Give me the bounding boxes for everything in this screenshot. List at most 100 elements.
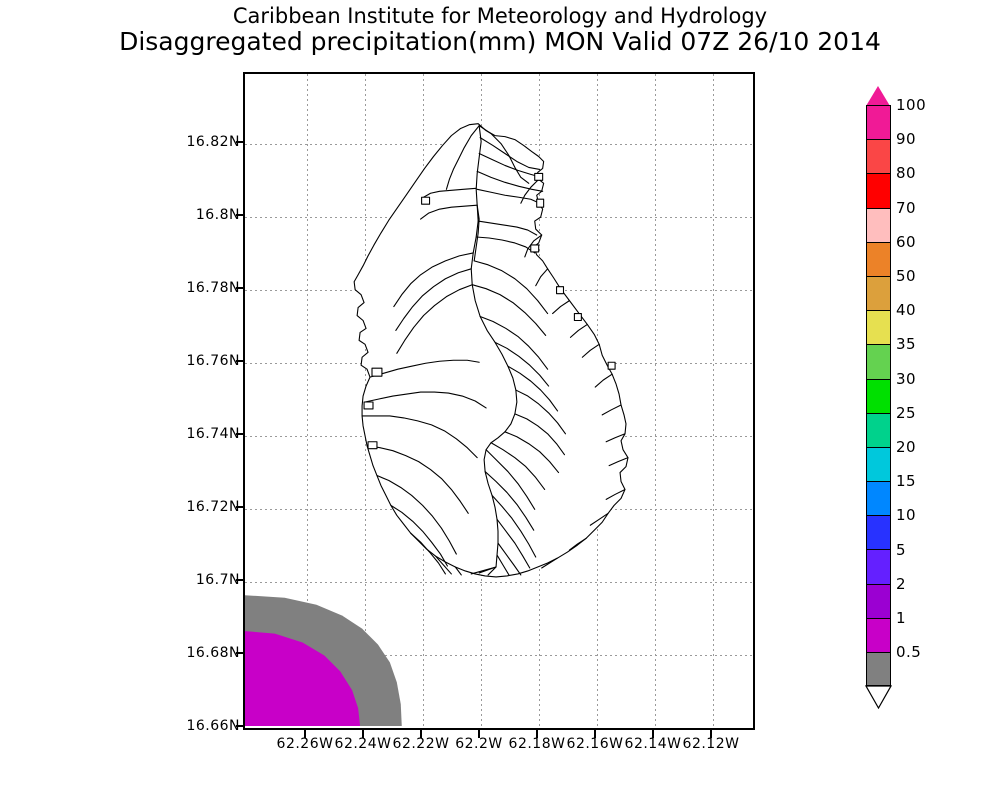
map-marker-box: [556, 286, 565, 295]
watershed-boundary: [361, 415, 478, 459]
watershed-boundary: [410, 532, 446, 575]
map-marker-box: [367, 441, 378, 450]
y-axis-tick: [236, 579, 244, 581]
gridline-vertical: [307, 74, 308, 728]
map-marker-box: [573, 312, 582, 322]
watershed-boundary: [369, 359, 480, 378]
colorbar-bands: [866, 105, 891, 687]
colorbar-tick-label: 2: [896, 574, 907, 593]
montserrat-island-outline: [353, 123, 629, 578]
colorbar-band: [866, 241, 891, 276]
map-marker-box: [607, 361, 616, 370]
colorbar-band: [866, 139, 891, 174]
watershed-boundary: [390, 504, 448, 567]
y-axis-label: 16.82N: [186, 134, 240, 150]
precipitation-contour-layer: [245, 595, 402, 727]
colorbar-band: [866, 652, 891, 687]
x-axis-tick: [652, 730, 654, 738]
x-axis-label: 62.22W: [392, 736, 450, 752]
watershed-boundary: [434, 555, 452, 575]
map-plot-area: [243, 72, 755, 730]
watershed-boundary: [605, 433, 626, 443]
colorbar-tick-label: 70: [896, 198, 917, 217]
y-axis-label: 16.66N: [186, 718, 240, 734]
colorbar-tick-label: 0.5: [896, 643, 922, 662]
x-axis-tick: [710, 730, 712, 738]
watershed-boundary: [589, 512, 609, 526]
x-axis-label: 62.2W: [455, 736, 503, 752]
watershed-boundary: [487, 566, 497, 576]
watershed-boundary: [485, 449, 536, 510]
gridline-horizontal: [245, 728, 753, 729]
x-axis-tick: [420, 730, 422, 738]
gridline-horizontal: [245, 655, 753, 656]
colorbar-band: [866, 481, 891, 516]
watershed-boundary: [494, 341, 550, 387]
colorbar-band: [866, 207, 891, 242]
colorbar-band: [866, 549, 891, 584]
x-axis-label: 62.14W: [624, 736, 682, 752]
watershed-boundary: [594, 373, 613, 388]
colorbar-band: [866, 378, 891, 413]
y-axis-label: 16.78N: [186, 280, 240, 296]
colorbar-tick-label: 25: [896, 403, 917, 422]
map-marker-box: [530, 244, 540, 253]
watershed-boundary: [396, 284, 473, 354]
colorbar-band: [866, 275, 891, 311]
colorbar-tick-label: 20: [896, 438, 917, 456]
y-axis-tick: [236, 652, 244, 654]
chart-title-block: Caribbean Institute for Meteorology and …: [0, 4, 1000, 56]
y-axis-label: 16.74N: [186, 426, 240, 442]
colorbar-tick-label: 60: [896, 232, 917, 251]
watershed-boundary: [420, 204, 478, 220]
watershed-boundary: [395, 268, 472, 331]
watershed-boundary: [514, 413, 566, 456]
watershed-boundary: [473, 204, 480, 262]
y-axis-label: 16.8N: [195, 207, 240, 223]
contour-region-1-2mm: [245, 631, 361, 727]
watershed-boundary: [484, 471, 535, 531]
watershed-boundary: [476, 170, 544, 192]
y-axis-tick: [236, 725, 244, 727]
colorbar-band: [866, 173, 891, 208]
watershed-boundary: [581, 343, 600, 358]
colorbar-band: [866, 105, 891, 140]
watershed-boundary: [608, 457, 629, 467]
watershed-boundary: [473, 260, 549, 315]
watershed-boundary: [520, 178, 540, 204]
watershed-boundary: [568, 537, 587, 551]
watershed-boundary: [477, 220, 538, 236]
colorbar-tick-label: 50: [896, 267, 917, 285]
watershed-boundary: [507, 365, 559, 412]
colorbar-under-arrow: [865, 685, 892, 710]
watershed-boundary: [515, 389, 567, 435]
watershed-boundary: [535, 268, 549, 287]
map-canvas: [245, 74, 753, 728]
watershed-boundary: [479, 315, 549, 370]
x-axis-tick: [478, 730, 480, 738]
colorbar-tick-label: 1: [896, 609, 907, 627]
x-axis-label: 62.24W: [334, 736, 392, 752]
colorbar-band: [866, 446, 891, 482]
colorbar-tick-label: 90: [896, 130, 917, 149]
y-axis-tick: [236, 433, 244, 435]
colorbar-band: [866, 583, 891, 618]
x-axis-tick: [536, 730, 538, 738]
x-axis-label: 62.18W: [508, 736, 566, 752]
watershed-boundary: [478, 152, 543, 178]
map-marker-box: [534, 172, 544, 181]
watershed-boundary: [423, 187, 477, 198]
watershed-boundary: [541, 557, 559, 569]
gridline-horizontal: [245, 582, 753, 583]
colorbar-tick-label: 30: [896, 369, 917, 388]
watershed-boundary: [470, 566, 497, 575]
watershed-boundary: [364, 391, 487, 409]
colorbar-tick-label: 35: [896, 335, 917, 354]
watershed-boundary: [569, 323, 588, 338]
x-axis-label: 62.12W: [682, 736, 740, 752]
map-marker-box: [421, 196, 431, 205]
colorbar-band: [866, 344, 891, 379]
y-axis-label: 16.68N: [186, 645, 240, 661]
watershed-boundary: [393, 252, 474, 308]
map-marker-box: [371, 367, 383, 377]
